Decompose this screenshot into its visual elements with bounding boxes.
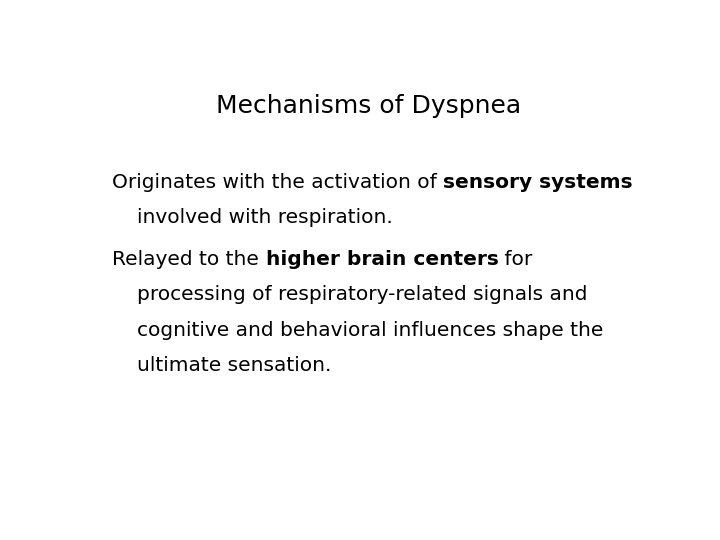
Text: cognitive and behavioral influences shape the: cognitive and behavioral influences shap… <box>138 321 604 340</box>
Text: for: for <box>498 250 533 269</box>
Text: ultimate sensation.: ultimate sensation. <box>138 356 332 375</box>
Text: higher brain centers: higher brain centers <box>266 250 498 269</box>
Text: processing of respiratory-related signals and: processing of respiratory-related signal… <box>138 285 588 304</box>
Text: sensory systems: sensory systems <box>444 173 633 192</box>
Text: Relayed to the: Relayed to the <box>112 250 266 269</box>
Text: Originates with the activation of: Originates with the activation of <box>112 173 444 192</box>
Text: involved with respiration.: involved with respiration. <box>138 208 393 227</box>
Text: Mechanisms of Dyspnea: Mechanisms of Dyspnea <box>217 94 521 118</box>
